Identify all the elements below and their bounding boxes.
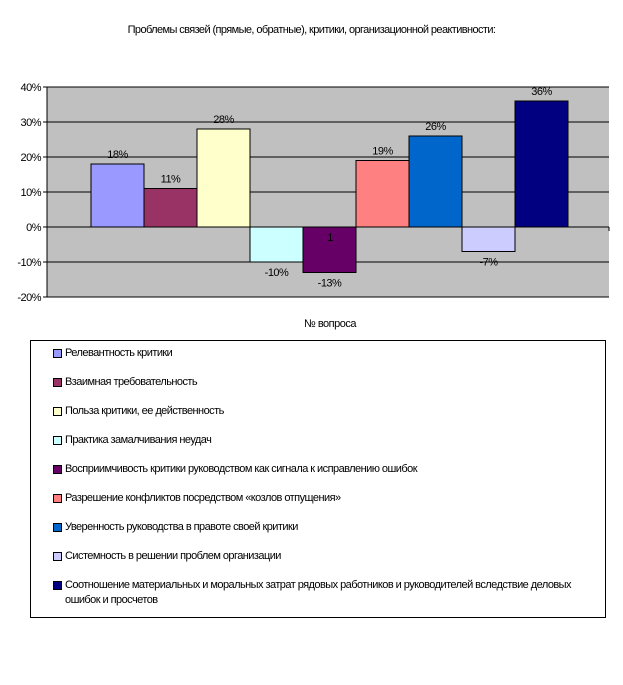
y-tick-labels: 40% 30% 20% 10% 0% -10% -20% [17, 82, 42, 304]
legend-label: Разрешение конфликтов посредством «козло… [65, 492, 341, 504]
legend-swatch [53, 465, 62, 474]
data-label: 28% [213, 114, 234, 126]
legend-label: Практика замалчивания неудач [65, 434, 212, 446]
legend-swatch [53, 436, 62, 445]
bar-chart: 40% 30% 20% 10% 0% -10% -20% 18% 11% 28% -10% -13%… [17, 82, 610, 330]
bar [143, 188, 198, 228]
legend-item: Соотношение материальных и моральных зат… [53, 578, 593, 608]
data-label: 18% [107, 149, 128, 161]
x-tick-label: 1 [327, 232, 333, 244]
data-label: -10% [265, 267, 289, 279]
legend-swatch [53, 581, 62, 590]
legend-label: Соотношение материальных и моральных зат… [65, 579, 572, 606]
data-label: 19% [372, 146, 393, 158]
bar [302, 226, 357, 273]
y-tick-label: -20% [17, 292, 41, 304]
data-label: -13% [318, 278, 342, 290]
legend-item: Практика замалчивания неудач [53, 433, 593, 448]
data-label: -7% [479, 257, 498, 269]
y-tick-label: 10% [20, 187, 41, 199]
legend-label: Взаимная требовательность [65, 376, 198, 388]
bar [90, 163, 145, 228]
bar [355, 160, 410, 228]
legend-swatch [53, 378, 62, 387]
bar [408, 135, 463, 228]
bar [249, 226, 304, 263]
legend-item: Уверенность руководства в правоте своей … [53, 520, 593, 535]
legend-label: Релевантность критики [65, 347, 173, 359]
legend-label: Системность в решении проблем организаци… [65, 550, 281, 562]
legend-label: Польза критики, ее действенность [65, 405, 224, 417]
bar [514, 100, 569, 228]
legend-label: Восприимчивость критики руководством как… [65, 463, 418, 475]
legend-item: Разрешение конфликтов посредством «козло… [53, 491, 593, 506]
y-tick-label: -10% [17, 257, 41, 269]
legend-item: Польза критики, ее действенность [53, 404, 593, 419]
legend-item: Релевантность критики [53, 346, 593, 361]
legend-swatch [53, 552, 62, 561]
legend-item: Восприимчивость критики руководством как… [53, 462, 593, 477]
x-axis-title: № вопроса [304, 318, 357, 330]
legend-item: Системность в решении проблем организаци… [53, 549, 593, 564]
y-tick-label: 30% [20, 117, 41, 129]
legend-item: Взаимная требовательность [53, 375, 593, 390]
data-label: 11% [161, 174, 181, 186]
legend: Релевантность критики Взаимная требовател… [30, 340, 606, 618]
bar [461, 226, 516, 252]
legend-label: Уверенность руководства в правоте своей … [65, 521, 298, 533]
y-tick-label: 0% [26, 222, 42, 234]
legend-swatch [53, 349, 62, 358]
y-tick-label: 20% [20, 152, 41, 164]
legend-swatch [53, 523, 62, 532]
data-label: 36% [531, 86, 552, 98]
y-tick-label: 40% [20, 82, 41, 94]
bar [196, 128, 251, 228]
legend-swatch [53, 494, 62, 503]
bars [90, 100, 569, 273]
data-labels: 18% 11% 28% -10% -13% 19% 26% -7% 36% 1 [107, 86, 553, 290]
axes [43, 86, 610, 298]
legend-swatch [53, 407, 62, 416]
data-label: 26% [425, 121, 446, 133]
chart-title: Проблемы связей (прямые, обратные), крит… [127, 24, 496, 36]
